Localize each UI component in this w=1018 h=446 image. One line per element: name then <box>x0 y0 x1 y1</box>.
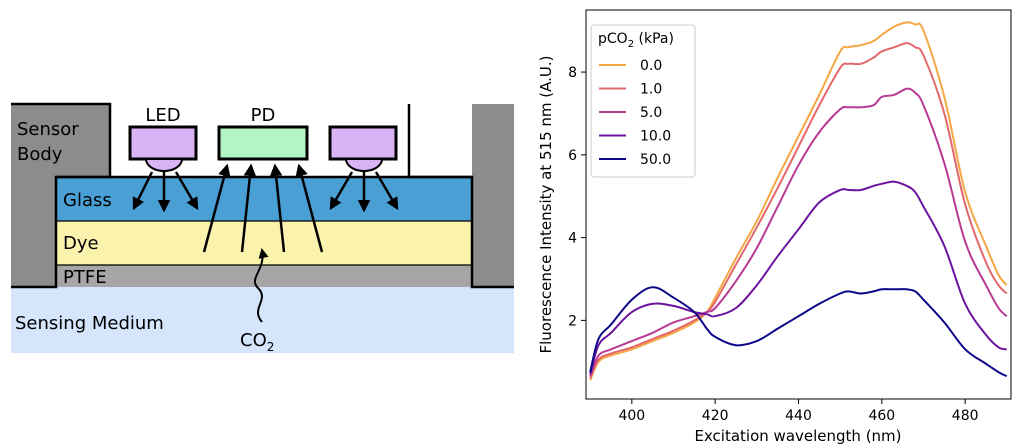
fluorescence-arrow <box>295 163 324 253</box>
glass-layer <box>56 177 472 221</box>
legend-label: 50.0 <box>640 152 671 168</box>
sensor-body-label-2: Body <box>17 144 63 165</box>
series-line-0.0 <box>589 21 1008 381</box>
series-line-50.0 <box>589 286 1008 378</box>
series-group <box>589 21 1008 381</box>
y-axis-ticks: 2 4 6 8 <box>568 65 586 329</box>
legend-box <box>590 24 696 178</box>
led-left <box>128 125 198 161</box>
legend-title: pCO2 (kPa) <box>598 31 674 50</box>
spectra-chart: 400 420 440 460 480 2 4 6 8 Excitation waveleng… <box>537 9 1012 445</box>
y-tick-label: 8 <box>568 65 577 81</box>
sensor-diagram: Sensor Body LED PD Glass Dye PTFE Sensin… <box>11 102 514 354</box>
ptfe-label: PTFE <box>63 267 107 288</box>
legend-label: 10.0 <box>640 129 671 145</box>
fluorescence-arrow <box>240 163 257 253</box>
x-axis-label: Excitation wavelength (nm) <box>694 427 901 445</box>
legend-label: 0.0 <box>640 58 662 74</box>
x-tick-label: 420 <box>702 408 729 424</box>
photodiode <box>217 125 309 161</box>
co2-diffusion-arrow <box>253 248 269 323</box>
emission-arrow <box>174 171 199 211</box>
co2-label: CO2 <box>240 330 274 354</box>
ptfe-layer <box>56 265 472 287</box>
x-tick-label: 400 <box>618 408 645 424</box>
led-right <box>328 125 398 161</box>
led-left-lens <box>144 158 184 172</box>
x-tick-label: 440 <box>785 408 812 424</box>
series-line-1.0 <box>589 42 1008 379</box>
pd-label: PD <box>251 105 276 126</box>
fluorescence-arrow <box>269 163 286 253</box>
series-line-5.0 <box>589 87 1008 377</box>
fluorescence-arrow <box>202 163 231 253</box>
fluorescence-arrows <box>202 163 324 253</box>
x-tick-label: 480 <box>952 408 979 424</box>
sensor-body-label-1: Sensor <box>17 119 79 140</box>
y-axis-label: Fluorescence Intensity at 515 nm (A.U.) <box>537 56 555 354</box>
led-right-lens <box>344 158 384 172</box>
legend-entries: 0.0 1.0 5.0 10.0 50.0 <box>599 58 671 168</box>
y-tick-label: 4 <box>568 231 577 247</box>
dye-label: Dye <box>63 233 99 254</box>
legend-label: 1.0 <box>640 82 662 98</box>
sensing-medium-label: Sensing Medium <box>15 313 164 334</box>
y-tick-label: 2 <box>568 313 577 329</box>
glass-label: Glass <box>63 190 112 211</box>
legend-label: 5.0 <box>640 105 662 121</box>
legend: pCO2 (kPa) 0.0 1.0 5.0 10.0 50.0 <box>590 24 696 178</box>
x-axis-ticks: 400 420 440 460 480 <box>618 399 979 424</box>
x-tick-label: 460 <box>868 408 895 424</box>
led-emission-arrows <box>132 171 399 213</box>
series-line-10.0 <box>589 180 1008 375</box>
emission-arrow <box>329 171 354 211</box>
emission-arrow <box>132 171 154 211</box>
dye-layer <box>56 221 472 265</box>
y-tick-label: 6 <box>568 148 577 164</box>
led-label: LED <box>145 105 180 126</box>
emission-arrow <box>374 171 399 211</box>
